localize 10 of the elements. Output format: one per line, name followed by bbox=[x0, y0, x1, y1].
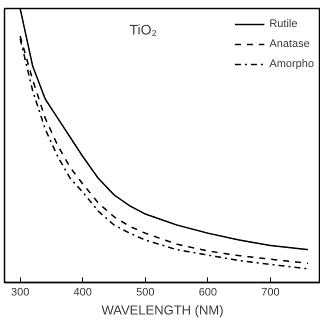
annotation: TiO₂ bbox=[130, 22, 157, 38]
x-tick-label: 400 bbox=[74, 286, 92, 298]
x-tick-label: 300 bbox=[10, 286, 30, 298]
legend-label: Anatase bbox=[269, 38, 310, 50]
legend-label: Amorpho bbox=[269, 58, 314, 70]
x-tick-label: 600 bbox=[198, 286, 218, 298]
x-tick-label: 500 bbox=[136, 286, 154, 298]
legend-label: Rutile bbox=[269, 18, 298, 30]
x-tick-label: 700 bbox=[261, 286, 280, 298]
x-axis-title: WAVELENGTH (NM) bbox=[101, 302, 224, 318]
